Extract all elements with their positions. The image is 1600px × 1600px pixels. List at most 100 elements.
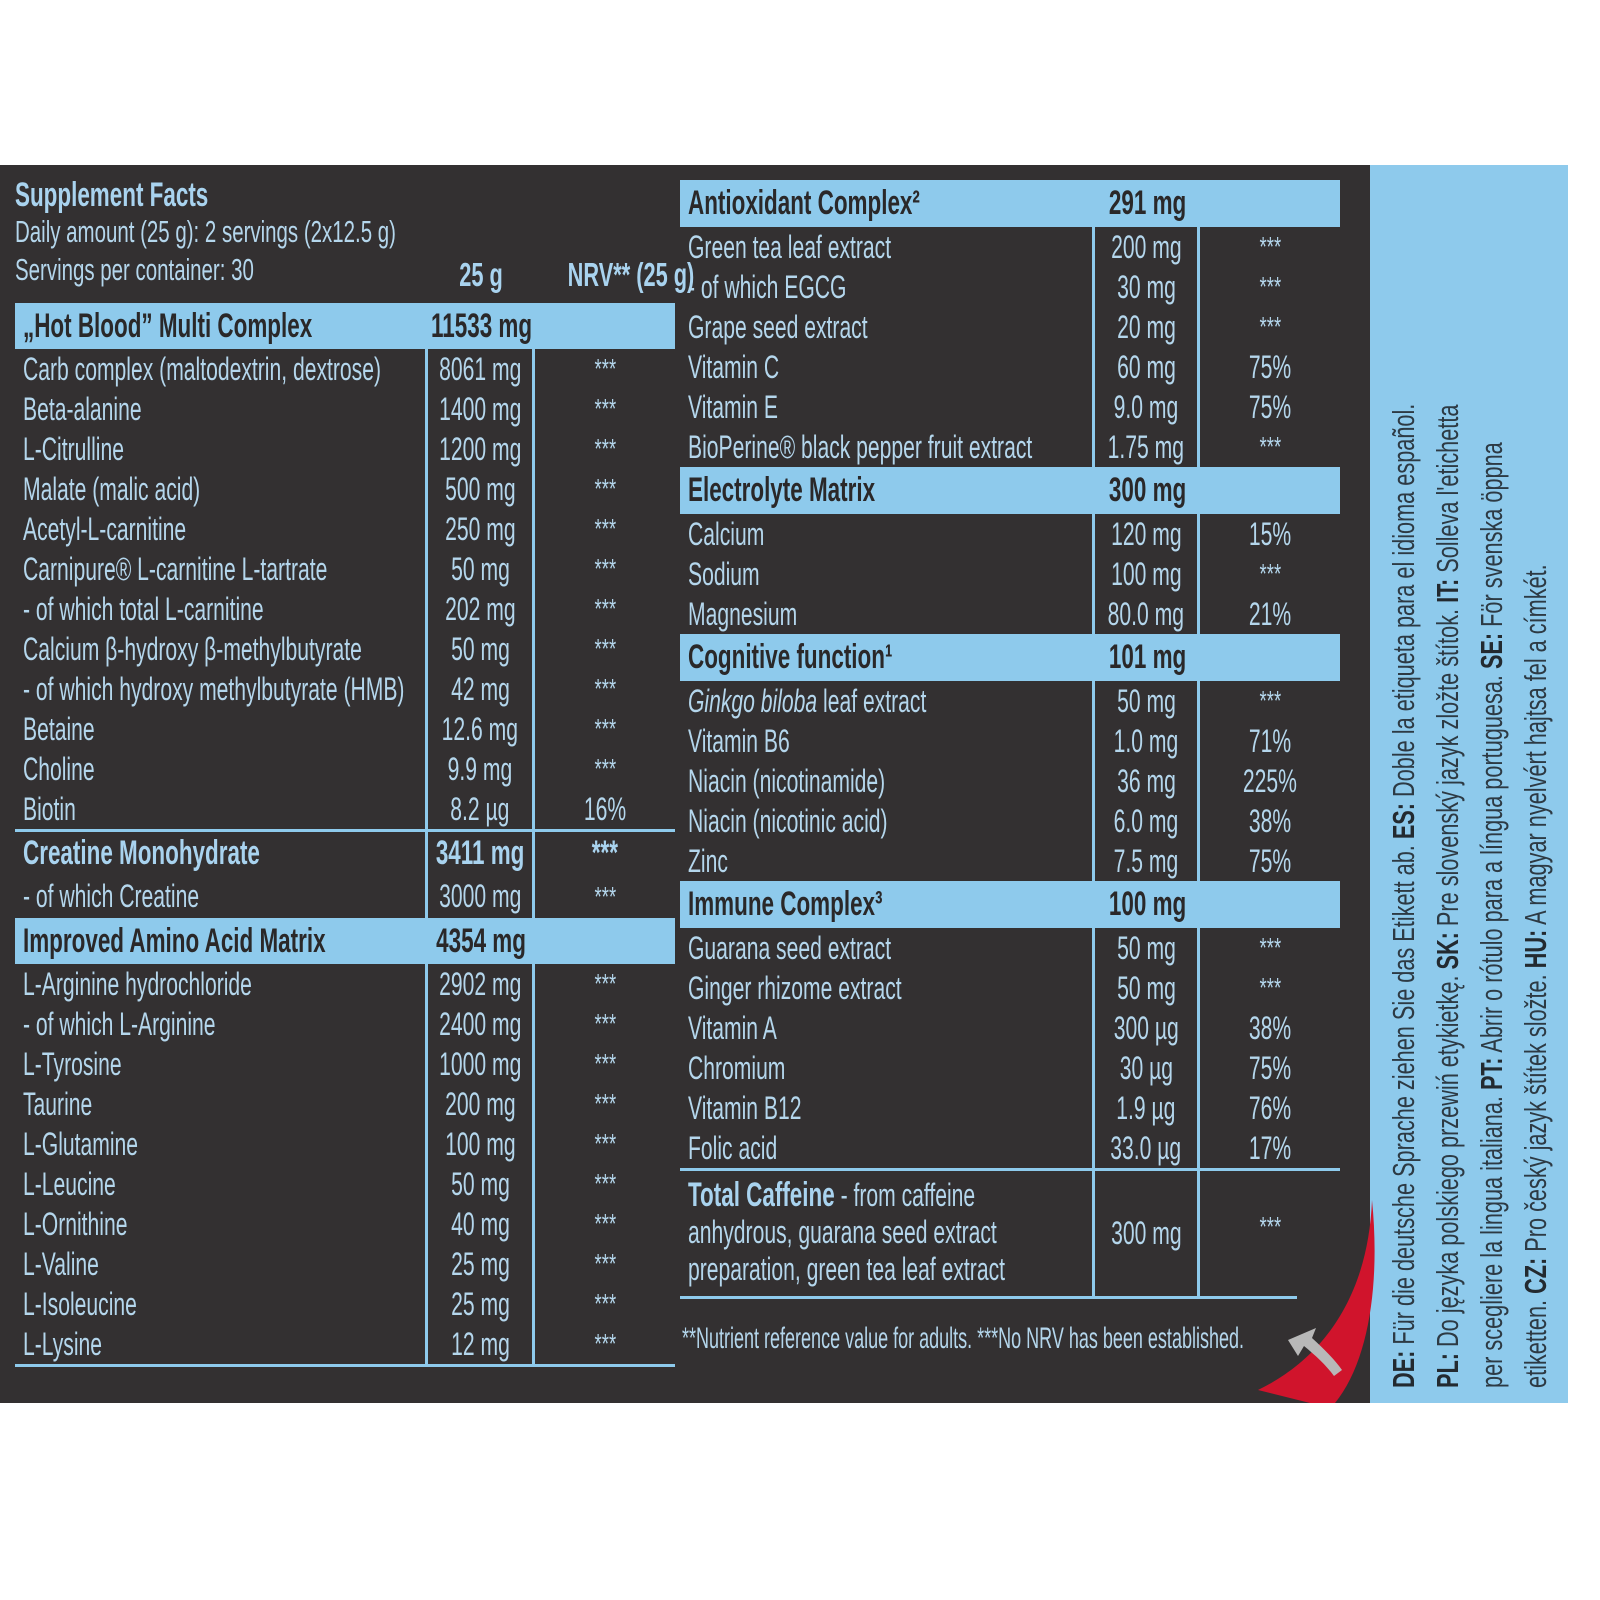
language-code: CZ: (1518, 1257, 1553, 1294)
nutrient-nrv-text: 16% (583, 790, 627, 827)
section-amount-text: 4354 mg (436, 921, 527, 960)
nutrient-nrv-text: 76% (1248, 1089, 1292, 1126)
nutrient-name-text: Vitamin B12 (688, 1090, 801, 1127)
nutrient-name: Magnesium (680, 594, 1095, 634)
nutrient-name-italic: Ginkgo biloba (688, 682, 818, 719)
nutrient-nrv-text: *** (1259, 972, 1281, 1003)
nutrient-nrv: *** (1200, 554, 1340, 594)
section-amount: 11533 mg (428, 303, 535, 349)
nutrient-amount-text: 20 mg (1116, 308, 1176, 345)
nutrient-name-plain: Choline (23, 750, 95, 787)
nutrient-nrv-text: *** (594, 1168, 616, 1199)
section-title: Immune Complex³ (680, 881, 1095, 928)
nutrient-nrv: 75% (1200, 387, 1340, 427)
nutrient-amount-text: 50 mg (1116, 682, 1176, 719)
nutrient-amount-text: 50 mg (450, 550, 510, 587)
table-row: L-Ornithine 40 mg *** (15, 1204, 675, 1244)
caffeine-name-line: preparation, green tea leaf extract (688, 1251, 1005, 1287)
nutrient-name-plain: Niacin (nicotinamide) (688, 762, 886, 799)
nutrient-amount-text: 1000 mg (438, 1045, 522, 1082)
section-amount-text: 101 mg (1108, 638, 1187, 676)
nutrient-name-plain: L-Lysine (23, 1325, 103, 1362)
language-line: DE: Für die deutsche Sprache ziehen Sie … (1382, 198, 1426, 1388)
nutrient-amount: 500 mg (428, 469, 535, 509)
language-code: ES: (1386, 802, 1421, 840)
language-line: etiketten. CZ: Pro český jazyk štítek sl… (1514, 198, 1558, 1388)
nutrient-nrv: 76% (1200, 1088, 1340, 1128)
nutrient-nrv: *** (535, 389, 675, 429)
nutrient-amount-text: 12 mg (450, 1325, 510, 1362)
nutrient-name-plain: Acetyl-L-carnitine (23, 510, 187, 547)
nutrient-name-text: L-Leucine (23, 1166, 116, 1203)
nutrient-amount: 30 mg (1095, 267, 1200, 307)
nutrient-nrv-text: *** (594, 633, 616, 664)
nutrient-amount: 250 mg (428, 509, 535, 549)
nutrient-name: L-Arginine hydrochloride (15, 964, 428, 1004)
language-text: Doble la etiqueta para el idioma español… (1386, 403, 1421, 803)
nutrient-name-text: - of which total L-carnitine (23, 591, 264, 628)
table-divider (15, 1364, 675, 1367)
nutrient-name-text: Calcium β-hydroxy β-methylbutyrate (23, 631, 362, 668)
caffeine-name-line: - from caffeine (834, 1177, 976, 1213)
nutrient-name: Calcium (680, 514, 1095, 554)
curved-peel-arrow-icon (1258, 1200, 1375, 1403)
table-row: Carnipure® L-carnitine L-tartrate 50 mg **… (15, 549, 675, 589)
nutrient-nrv: 38% (1200, 1008, 1340, 1048)
table-row: L-Arginine hydrochloride 2902 mg *** (15, 964, 675, 1004)
table-row: Vitamin B12 1.9 µg 76% (680, 1088, 1340, 1128)
table-row: Sodium 100 mg *** (680, 554, 1340, 594)
nutrient-amount: 300 µg (1095, 1008, 1200, 1048)
table-row: Guarana seed extract 50 mg *** (680, 928, 1340, 968)
nutrient-amount: 200 mg (428, 1084, 535, 1124)
nutrient-name: Chromium (680, 1048, 1095, 1088)
table-row: Calcium 120 mg 15% (680, 514, 1340, 554)
nutrient-name-text: L-Glutamine (23, 1126, 138, 1163)
language-line: per scegliere la lingua italiana. PT: Ab… (1470, 198, 1514, 1388)
section-header: Cognitive function¹ 101 mg (680, 634, 1340, 681)
section-header: „Hot Blood” Multi Complex 11533 mg (15, 303, 675, 349)
nutrient-name: Zinc (680, 841, 1095, 881)
nutrient-nrv: *** (535, 549, 675, 589)
nutrient-amount-text: 1.9 µg (1116, 1089, 1176, 1126)
nutrient-nrv-text: 75% (1248, 348, 1292, 385)
nutrient-name-plain: Biotin (23, 790, 76, 827)
language-instructions: DE: Für die deutsche Sprache ziehen Sie … (1382, 198, 1558, 1388)
nutrient-name-plain: Beta-alanine (23, 390, 142, 427)
table-row: Vitamin A 300 µg 38% (680, 1008, 1340, 1048)
nutrient-name-text: Guarana seed extract (688, 930, 891, 967)
nutrient-name: - of which L-Arginine (15, 1004, 428, 1044)
table-row: Magnesium 80.0 mg 21% (680, 594, 1340, 634)
nutrient-name-plain: Chromium (688, 1049, 786, 1086)
nutrient-amount: 50 mg (1095, 968, 1200, 1008)
nutrient-nrv: *** (535, 1324, 675, 1364)
caffeine-nrv-text: *** (1259, 1211, 1281, 1242)
nutrient-nrv: *** (535, 1044, 675, 1084)
nutrient-nrv: 75% (1200, 1048, 1340, 1088)
daily-amount: Daily amount (25 g): 2 servings (2x12.5 … (15, 214, 592, 250)
nutrient-name-plain: Niacin (nicotinic acid) (688, 802, 888, 839)
table-row: L-Leucine 50 mg *** (15, 1164, 675, 1204)
language-code: IT: (1430, 578, 1465, 603)
nutrient-name-text: Acetyl-L-carnitine (23, 511, 186, 548)
nutrient-amount: 42 mg (428, 669, 535, 709)
left-nutrient-table: „Hot Blood” Multi Complex 11533 mg Carb co… (15, 303, 675, 1367)
nutrient-name-text: Magnesium (688, 596, 797, 633)
nutrient-nrv-text: *** (1259, 271, 1281, 302)
nutrient-amount-text: 120 mg (1110, 515, 1182, 552)
nutrient-amount-text: 33.0 µg (1110, 1129, 1182, 1166)
nutrient-name-plain: L-Arginine hydrochloride (23, 965, 252, 1002)
nutrient-name-plain: Ginger rhizome extract (688, 969, 902, 1006)
supplement-facts-header: Supplement Facts Daily amount (25 g): 2 … (15, 176, 694, 301)
nutrient-nrv: 75% (1200, 347, 1340, 387)
nutrient-amount-text: 8.2 µg (450, 790, 510, 827)
nutrient-amount-text: 50 mg (1116, 929, 1176, 966)
language-text: För svenska öppna (1474, 442, 1509, 633)
nutrient-name: Vitamin C (680, 347, 1095, 387)
nutrient-nrv: *** (1200, 681, 1340, 721)
nutrient-name-plain: Sodium (688, 555, 760, 592)
section-nrv (535, 918, 675, 964)
section-amount-text: 3411 mg (435, 834, 525, 872)
nutrient-amount-text: 40 mg (450, 1205, 510, 1242)
servings-text: Servings per container: 30 (15, 252, 254, 287)
nutrient-name: Choline (15, 749, 428, 789)
